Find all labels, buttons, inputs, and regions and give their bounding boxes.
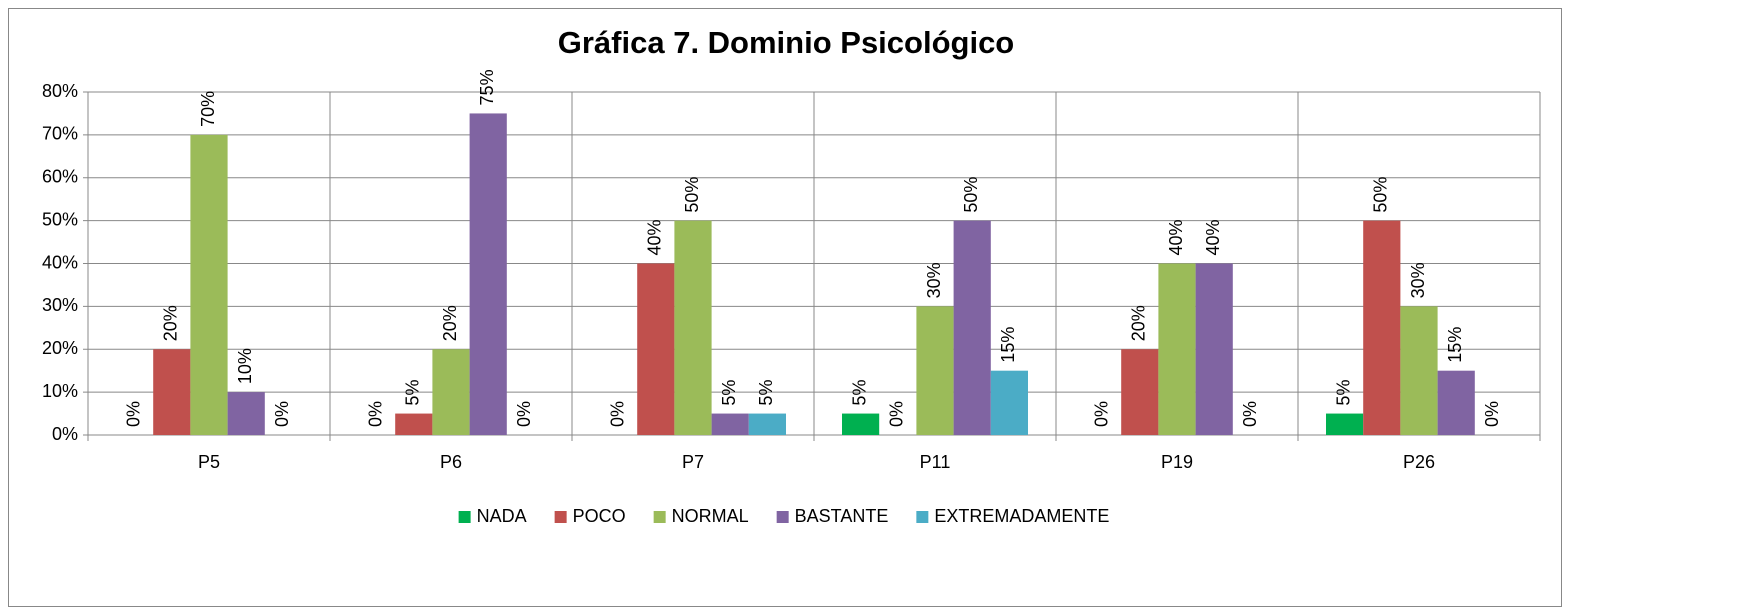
data-label: 0%: [514, 401, 534, 427]
data-label: 50%: [1371, 177, 1391, 213]
y-tick-label: 0%: [52, 424, 78, 444]
data-label: 0%: [1482, 401, 1502, 427]
data-label: 40%: [1166, 219, 1186, 255]
data-label: 5%: [719, 380, 739, 406]
y-tick-label: 20%: [42, 338, 78, 358]
data-label: 20%: [440, 305, 460, 341]
y-tick-label: 30%: [42, 295, 78, 315]
bar: [916, 306, 954, 435]
bar: [395, 413, 433, 435]
x-tick-label: P19: [1161, 452, 1193, 472]
data-label: 75%: [477, 69, 497, 105]
bar: [748, 413, 786, 435]
bar: [1437, 370, 1475, 435]
data-label: 30%: [924, 262, 944, 298]
legend-swatch: [554, 511, 567, 523]
data-label: 0%: [887, 401, 907, 427]
x-tick-label: P11: [920, 452, 951, 472]
data-label: 30%: [1408, 262, 1428, 298]
bar: [711, 413, 749, 435]
chart-frame: [8, 8, 1562, 607]
bar: [637, 263, 675, 435]
data-label: 50%: [682, 177, 702, 213]
legend-label: NADA: [477, 506, 527, 526]
data-label: 5%: [756, 380, 776, 406]
bar: [953, 220, 991, 435]
x-tick-label: P5: [198, 452, 220, 472]
data-label: 5%: [403, 380, 423, 406]
bar: [1158, 263, 1196, 435]
legend-swatch: [916, 511, 929, 523]
data-label: 5%: [1333, 380, 1353, 406]
data-label: 40%: [645, 219, 665, 255]
y-tick-label: 50%: [42, 209, 78, 229]
bar: [674, 220, 712, 435]
data-label: 20%: [161, 305, 181, 341]
bar: [153, 349, 191, 435]
x-tick-label: P7: [682, 452, 704, 472]
bar: [842, 413, 880, 435]
legend-label: EXTREMADAMENTE: [934, 506, 1109, 526]
bar: [227, 392, 265, 435]
data-label: 10%: [235, 348, 255, 384]
data-label: 20%: [1129, 305, 1149, 341]
data-label: 0%: [1240, 401, 1260, 427]
chart-title: Gráfica 7. Dominio Psicológico: [558, 25, 1015, 60]
bar: [1121, 349, 1159, 435]
x-tick-label: P6: [440, 452, 462, 472]
data-label: 5%: [849, 380, 869, 406]
y-tick-label: 80%: [42, 81, 78, 101]
legend-swatch: [458, 511, 471, 523]
bar: [1195, 263, 1233, 435]
legend-label: POCO: [573, 506, 626, 526]
legend-label: NORMAL: [672, 506, 749, 526]
data-label: 40%: [1203, 219, 1223, 255]
legend-swatch: [653, 511, 666, 523]
data-label: 50%: [961, 177, 981, 213]
data-label: 0%: [123, 401, 143, 427]
bar: [990, 370, 1028, 435]
y-tick-label: 60%: [42, 167, 78, 187]
data-label: 15%: [998, 327, 1018, 363]
legend-label: BASTANTE: [795, 506, 889, 526]
y-tick-label: 40%: [42, 252, 78, 272]
bar: [432, 349, 470, 435]
legend-swatch: [776, 511, 789, 523]
y-tick-label: 70%: [42, 124, 78, 144]
y-tick-label: 10%: [42, 381, 78, 401]
data-label: 0%: [365, 401, 385, 427]
bar: [190, 134, 228, 435]
data-label: 70%: [198, 91, 218, 127]
data-label: 0%: [607, 401, 627, 427]
bar: [1363, 220, 1401, 435]
bar: [469, 113, 507, 435]
data-label: 0%: [1091, 401, 1111, 427]
data-label: 15%: [1445, 327, 1465, 363]
bar: [1326, 413, 1364, 435]
bar: [1400, 306, 1438, 435]
data-label: 0%: [272, 401, 292, 427]
x-tick-label: P26: [1403, 452, 1435, 472]
